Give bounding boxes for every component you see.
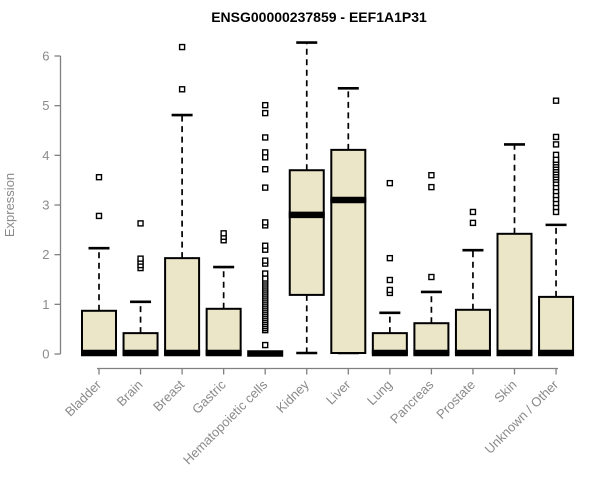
iqr-box	[164, 257, 201, 356]
iqr-box	[205, 307, 242, 356]
iqr-box	[496, 232, 533, 355]
box-group-bladder	[81, 173, 117, 357]
y-tick-label: 5	[42, 98, 49, 113]
outlier-point	[552, 97, 560, 104]
outlier-point	[262, 154, 269, 161]
outlier-point	[428, 183, 435, 191]
x-tick-label-liver: Liver	[323, 377, 354, 408]
x-tick-label-gastric: Gastric	[189, 377, 229, 417]
y-axis-title: Expression	[2, 173, 17, 237]
box-group-liver	[330, 86, 367, 355]
y-tick-label: 2	[42, 247, 49, 262]
y-axis: 0 1 2 3 4 5 6	[42, 48, 62, 362]
box-group-gastric	[205, 230, 242, 357]
box-group-prostate	[454, 208, 491, 357]
outlier-point	[552, 208, 560, 216]
outlier-point	[262, 341, 269, 349]
x-tick-label-lung: Lung	[364, 377, 395, 408]
plot-area	[81, 41, 575, 357]
outlier-point	[262, 101, 269, 109]
y-tick-label: 0	[42, 347, 49, 362]
chart-title: ENSG00000237859 - EEF1A1P31	[211, 9, 427, 25]
x-tick-label-brain: Brain	[114, 377, 146, 409]
iqr-box	[413, 322, 450, 355]
iqr-box	[330, 148, 367, 355]
y-tick-label: 6	[42, 48, 49, 63]
outlier-point	[95, 173, 103, 181]
x-tick-label-breast: Breast	[150, 377, 187, 414]
box-group-breast	[164, 43, 201, 357]
outlier-point	[469, 208, 477, 216]
box-group-kidney	[288, 41, 325, 355]
x-tick-label-prostate: Prostate	[433, 377, 478, 422]
box-group-pancreas	[413, 171, 450, 357]
y-tick-label: 3	[42, 197, 49, 212]
x-tick-label-skin: Skin	[491, 377, 519, 405]
outlier-point	[262, 257, 269, 264]
box-group-skin	[496, 143, 533, 357]
outlier-point	[386, 286, 394, 294]
outlier-point	[386, 254, 394, 262]
x-tick-label-kidney: Kidney	[273, 377, 312, 416]
outlier-point	[552, 156, 560, 164]
iqr-box	[81, 309, 117, 355]
x-tick-label-unknown-other: Unknown / Other	[482, 377, 562, 457]
iqr-box	[538, 295, 575, 356]
outlier-point	[262, 219, 269, 226]
outlier-point	[137, 220, 144, 227]
x-tick-label-pancreas: Pancreas	[387, 377, 437, 427]
y-tick-label: 4	[42, 148, 49, 163]
box-group-hematopoietic-cells	[247, 101, 284, 357]
x-tick-label-bladder: Bladder	[62, 377, 105, 420]
outlier-point	[262, 184, 269, 191]
y-tick-label: 1	[42, 297, 49, 312]
outlier-point	[262, 109, 269, 117]
outlier-point	[262, 270, 269, 277]
outlier-point	[178, 86, 186, 93]
outlier-point	[262, 149, 269, 156]
outlier-point	[552, 133, 560, 141]
outlier-point	[262, 166, 269, 173]
outlier-point	[386, 179, 394, 187]
box-group-brain	[122, 220, 159, 357]
iqr-box	[288, 169, 325, 296]
outlier-point	[95, 212, 103, 220]
outlier-point	[469, 219, 477, 227]
outlier-point	[386, 276, 394, 284]
outlier-point	[552, 151, 560, 159]
outlier-point	[428, 273, 435, 281]
outlier-point	[262, 242, 269, 249]
outlier-point	[220, 230, 227, 237]
iqr-box	[454, 308, 491, 355]
outlier-point	[262, 275, 269, 282]
box-group-lung	[371, 179, 408, 357]
outlier-point	[178, 43, 186, 51]
box-group-unknown-other	[538, 97, 575, 357]
outlier-point	[262, 134, 269, 141]
outlier-point	[137, 255, 144, 262]
outlier-point	[552, 141, 560, 148]
outlier-point	[428, 171, 435, 179]
